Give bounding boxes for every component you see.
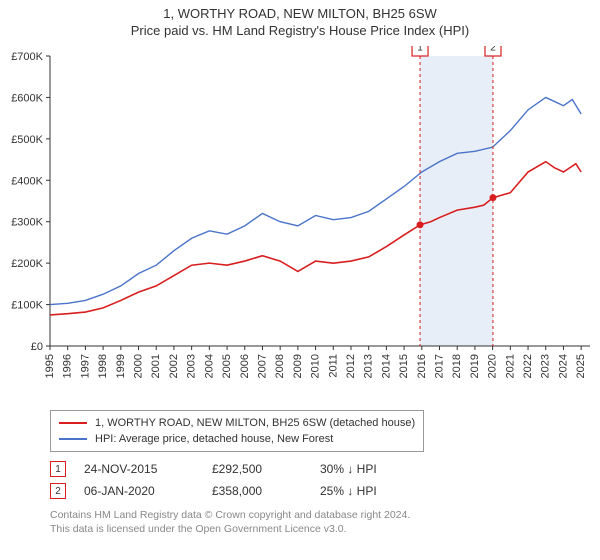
svg-text:2025: 2025	[575, 354, 587, 378]
svg-text:2007: 2007	[256, 354, 268, 378]
sale-row: 1 24-NOV-2015 £292,500 30% ↓ HPI	[50, 458, 377, 480]
legend-swatch	[59, 438, 87, 440]
legend-swatch	[59, 422, 87, 424]
svg-text:2009: 2009	[292, 354, 304, 378]
svg-text:2006: 2006	[239, 354, 251, 378]
legend-label: 1, WORTHY ROAD, NEW MILTON, BH25 6SW (de…	[95, 417, 415, 429]
svg-text:2016: 2016	[416, 354, 428, 378]
title-line-2: Price paid vs. HM Land Registry's House …	[0, 23, 600, 38]
svg-text:2018: 2018	[451, 354, 463, 378]
svg-text:1: 1	[417, 46, 423, 54]
svg-text:2010: 2010	[310, 354, 322, 378]
chart-container: 1, WORTHY ROAD, NEW MILTON, BH25 6SW Pri…	[0, 0, 600, 560]
svg-text:2021: 2021	[504, 354, 516, 378]
sale-delta: 30% ↓ HPI	[320, 462, 377, 476]
sale-marker-icon: 2	[50, 483, 66, 499]
svg-text:2024: 2024	[557, 354, 569, 378]
footer-line-2: This data is licensed under the Open Gov…	[50, 522, 410, 536]
sale-price: £358,000	[212, 484, 302, 498]
svg-text:2002: 2002	[168, 354, 180, 378]
legend-item: 1, WORTHY ROAD, NEW MILTON, BH25 6SW (de…	[59, 415, 415, 431]
svg-text:2019: 2019	[469, 354, 481, 378]
svg-text:£300K: £300K	[11, 217, 43, 229]
svg-text:£600K: £600K	[11, 92, 43, 104]
sale-date: 06-JAN-2020	[84, 484, 194, 498]
svg-text:£700K: £700K	[11, 51, 43, 63]
legend-item: HPI: Average price, detached house, New …	[59, 431, 415, 447]
svg-text:2023: 2023	[540, 354, 552, 378]
svg-text:1995: 1995	[44, 354, 56, 378]
svg-text:£500K: £500K	[11, 134, 43, 146]
svg-text:1997: 1997	[79, 354, 91, 378]
svg-text:1996: 1996	[62, 354, 74, 378]
footer-line-1: Contains HM Land Registry data © Crown c…	[50, 508, 410, 522]
svg-text:£100K: £100K	[11, 300, 43, 312]
svg-text:£400K: £400K	[11, 175, 43, 187]
svg-text:2000: 2000	[133, 354, 145, 378]
svg-text:2003: 2003	[186, 354, 198, 378]
title-block: 1, WORTHY ROAD, NEW MILTON, BH25 6SW Pri…	[0, 0, 600, 38]
title-line-1: 1, WORTHY ROAD, NEW MILTON, BH25 6SW	[0, 6, 600, 21]
legend: 1, WORTHY ROAD, NEW MILTON, BH25 6SW (de…	[50, 410, 424, 452]
svg-text:£0: £0	[31, 341, 43, 353]
svg-text:£200K: £200K	[11, 258, 43, 270]
chart-svg: £0 £100K £200K £300K £400K £500K £600K £700K 199…	[0, 46, 600, 406]
svg-text:1998: 1998	[97, 354, 109, 378]
svg-text:2015: 2015	[398, 354, 410, 378]
svg-text:2011: 2011	[327, 354, 339, 378]
svg-text:2005: 2005	[221, 354, 233, 378]
legend-label: HPI: Average price, detached house, New …	[95, 433, 333, 445]
sale-marker-icon: 1	[50, 461, 66, 477]
svg-text:2014: 2014	[380, 354, 392, 378]
svg-text:2017: 2017	[434, 354, 446, 378]
svg-text:2012: 2012	[345, 354, 357, 378]
svg-text:2: 2	[490, 46, 496, 54]
sale-date: 24-NOV-2015	[84, 462, 194, 476]
svg-text:2020: 2020	[487, 354, 499, 378]
svg-text:2001: 2001	[150, 354, 162, 378]
sale-row: 2 06-JAN-2020 £358,000 25% ↓ HPI	[50, 480, 377, 502]
sale-rows: 1 24-NOV-2015 £292,500 30% ↓ HPI 2 06-JA…	[50, 458, 377, 502]
sale-delta: 25% ↓ HPI	[320, 484, 377, 498]
svg-text:2022: 2022	[522, 354, 534, 378]
svg-text:2008: 2008	[274, 354, 286, 378]
sale-price: £292,500	[212, 462, 302, 476]
svg-text:2004: 2004	[203, 354, 215, 378]
svg-text:1999: 1999	[115, 354, 127, 378]
svg-text:2013: 2013	[363, 354, 375, 378]
footer: Contains HM Land Registry data © Crown c…	[50, 508, 410, 536]
chart: £0 £100K £200K £300K £400K £500K £600K £700K 199…	[0, 46, 600, 406]
